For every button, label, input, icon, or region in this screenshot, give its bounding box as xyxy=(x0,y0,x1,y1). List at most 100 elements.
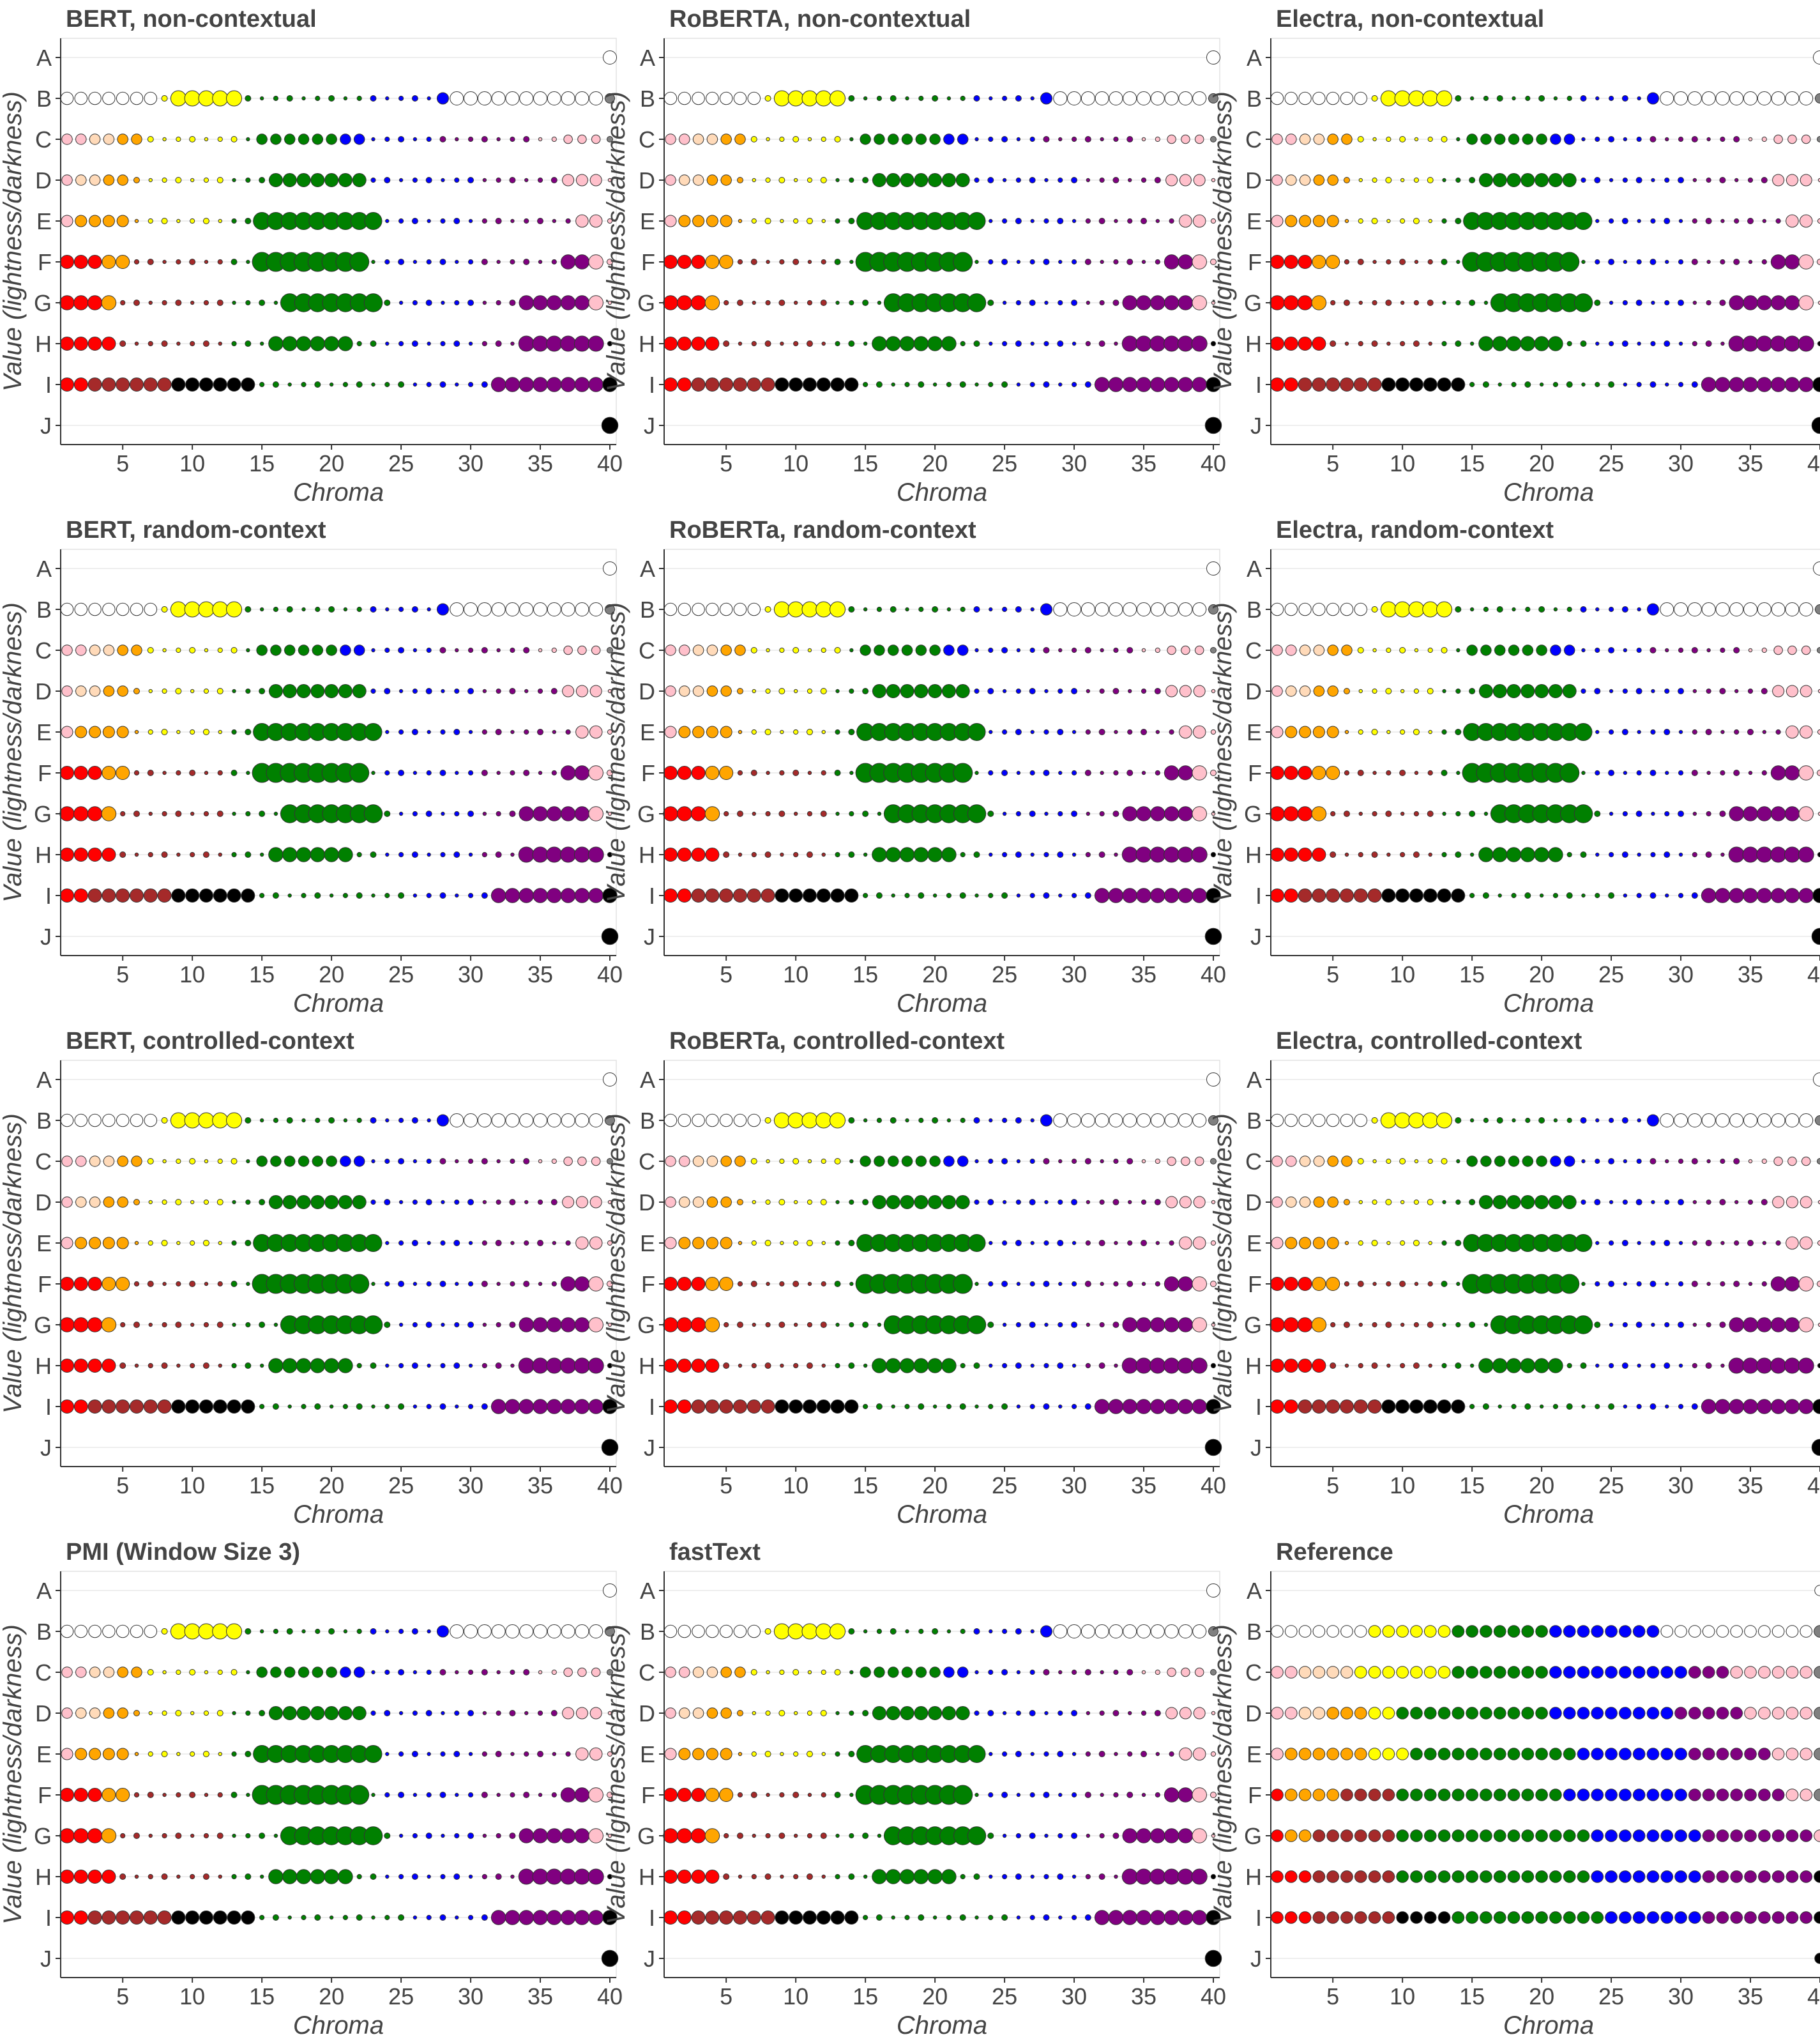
data-point xyxy=(835,811,840,816)
data-point xyxy=(1135,1868,1152,1885)
data-point xyxy=(588,1276,603,1292)
data-point xyxy=(1150,1624,1165,1638)
data-point xyxy=(1396,1870,1409,1883)
data-point xyxy=(1312,848,1326,862)
x-tick-label: 35 xyxy=(527,450,553,477)
data-point xyxy=(370,95,377,102)
data-point xyxy=(1650,729,1656,735)
data-point xyxy=(1469,341,1475,346)
data-point xyxy=(677,337,692,351)
data-point xyxy=(134,1874,139,1879)
data-point xyxy=(844,1911,859,1925)
data-point xyxy=(1164,1276,1179,1292)
data-point xyxy=(1734,178,1739,183)
data-point xyxy=(1210,1751,1217,1757)
data-point xyxy=(481,136,488,142)
data-point xyxy=(1757,295,1772,310)
data-point xyxy=(1801,1156,1811,1166)
data-point xyxy=(1815,93,1820,103)
data-point xyxy=(495,1362,502,1369)
data-point xyxy=(1127,1240,1133,1246)
y-tick-label: H xyxy=(35,331,52,357)
data-point xyxy=(326,1155,337,1167)
x-tick-label: 15 xyxy=(853,961,878,988)
data-point xyxy=(1441,851,1447,858)
data-point xyxy=(1206,1072,1220,1087)
data-point xyxy=(719,1113,733,1127)
data-point xyxy=(1043,1914,1050,1921)
data-point xyxy=(1701,888,1717,903)
data-point xyxy=(1271,1870,1284,1883)
data-point xyxy=(1298,766,1312,780)
y-tick-label: H xyxy=(639,842,655,868)
data-point xyxy=(863,1403,868,1410)
data-point xyxy=(509,811,516,817)
data-point xyxy=(973,1873,980,1880)
data-point xyxy=(974,688,980,694)
data-point xyxy=(1192,1276,1207,1292)
data-point xyxy=(73,889,88,903)
data-point xyxy=(1466,1911,1478,1924)
data-point xyxy=(1549,1707,1562,1720)
data-point xyxy=(1368,1625,1381,1638)
data-point xyxy=(213,378,227,392)
data-point xyxy=(848,606,855,613)
data-point xyxy=(1784,806,1800,821)
data-point xyxy=(75,1196,87,1208)
data-point xyxy=(1758,1666,1771,1679)
y-tick-label: J xyxy=(40,413,52,439)
data-point xyxy=(793,1200,798,1205)
data-point xyxy=(1748,1159,1753,1164)
y-tick-label: B xyxy=(640,1619,655,1645)
data-point xyxy=(1271,685,1283,697)
data-point xyxy=(190,1711,195,1716)
data-point xyxy=(1455,1322,1461,1328)
x-tick-label: 30 xyxy=(458,1983,483,2010)
data-point xyxy=(103,174,115,186)
data-point xyxy=(1071,1322,1078,1328)
data-point xyxy=(834,259,841,265)
data-point xyxy=(872,684,886,698)
data-point xyxy=(439,892,446,899)
x-tick-label: 20 xyxy=(319,961,344,988)
data-point xyxy=(691,1400,706,1414)
data-point xyxy=(1358,851,1363,858)
data-point xyxy=(1761,177,1768,183)
data-point xyxy=(732,1911,747,1925)
data-point xyxy=(719,255,734,269)
y-tick-label: J xyxy=(40,924,52,950)
data-point xyxy=(1285,1196,1297,1208)
data-point xyxy=(1595,770,1600,776)
data-point xyxy=(876,1403,883,1410)
data-point xyxy=(1730,1911,1743,1924)
data-point xyxy=(793,1322,798,1327)
data-point xyxy=(1591,1829,1604,1842)
data-point xyxy=(1155,1240,1160,1246)
data-point xyxy=(245,606,252,613)
data-point xyxy=(1441,340,1447,347)
data-point xyxy=(116,1400,130,1414)
data-point xyxy=(1646,1707,1660,1720)
data-point xyxy=(101,806,117,821)
data-point xyxy=(1595,647,1600,653)
data-point xyxy=(1126,1792,1134,1798)
data-point xyxy=(1591,1748,1604,1760)
data-point xyxy=(664,1788,678,1802)
y-tick-label: I xyxy=(45,1394,52,1420)
data-point xyxy=(1211,1322,1216,1327)
data-point xyxy=(1605,1625,1618,1638)
data-point xyxy=(1660,1666,1674,1679)
data-point xyxy=(284,1155,296,1167)
data-point xyxy=(371,1915,375,1920)
data-point xyxy=(1095,602,1109,616)
data-point xyxy=(915,644,927,656)
data-point xyxy=(705,889,720,903)
data-point xyxy=(1098,1362,1105,1369)
data-point xyxy=(1466,1870,1478,1883)
data-point xyxy=(603,1583,617,1598)
data-point xyxy=(116,889,130,903)
data-point xyxy=(1520,336,1536,351)
data-point xyxy=(577,134,587,144)
data-point xyxy=(955,1706,970,1720)
data-point xyxy=(1312,1625,1326,1638)
